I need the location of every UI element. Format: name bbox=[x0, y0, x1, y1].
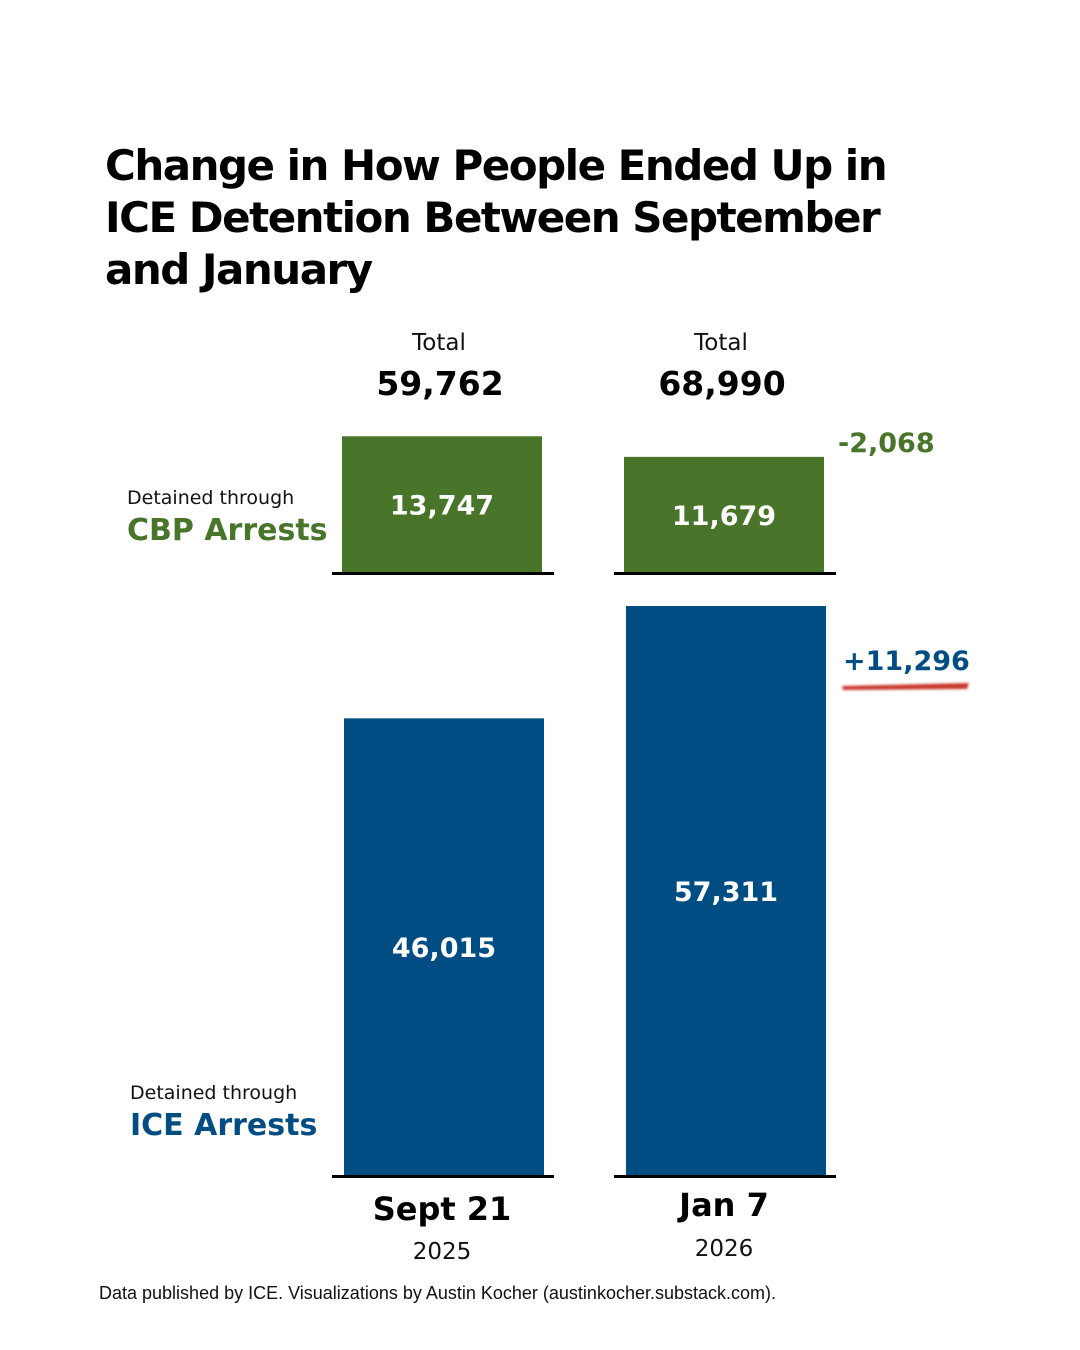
cbp-baseline-2 bbox=[614, 572, 836, 575]
ice-change-underline bbox=[842, 683, 969, 690]
source-note: Data published by ICE. Visualizations by… bbox=[99, 1283, 777, 1303]
ice-series-prefix: Detained through bbox=[130, 1082, 297, 1104]
title-line-1: Change in How People Ended Up in bbox=[105, 141, 888, 190]
ice-baseline-2 bbox=[614, 1175, 836, 1178]
ice-bar-label-1: 46,015 bbox=[392, 933, 496, 964]
total-label-1: Total bbox=[411, 330, 466, 356]
ice-bar-1 bbox=[344, 718, 544, 1176]
cbp-series-prefix: Detained through bbox=[127, 487, 294, 509]
ice-series-name: ICE Arrests bbox=[130, 1108, 317, 1143]
title-line-3: and January bbox=[105, 245, 373, 294]
cbp-bar-1 bbox=[342, 436, 542, 573]
cbp-series-name: CBP Arrests bbox=[127, 513, 328, 548]
ice-change-label: +11,296 bbox=[843, 646, 970, 677]
total-label-2: Total bbox=[693, 330, 748, 356]
cbp-bar-2 bbox=[624, 456, 824, 573]
category-label-1: Sept 21 bbox=[373, 1190, 512, 1228]
ice-bar-2 bbox=[626, 606, 826, 1176]
category-year-2: 2026 bbox=[695, 1236, 754, 1262]
total-value-1: 59,762 bbox=[376, 364, 503, 403]
ice-baseline-1 bbox=[332, 1175, 554, 1178]
category-year-1: 2025 bbox=[413, 1239, 472, 1265]
cbp-baseline-1 bbox=[332, 572, 554, 575]
cbp-change-label: -2,068 bbox=[838, 428, 935, 459]
title-line-2: ICE Detention Between September bbox=[105, 193, 881, 242]
cbp-bar-label-2: 11,679 bbox=[672, 501, 776, 532]
chart-title: Change in How People Ended Up in ICE Det… bbox=[105, 140, 1045, 296]
total-value-2: 68,990 bbox=[658, 364, 785, 403]
cbp-bar-label-1: 13,747 bbox=[390, 491, 494, 522]
ice-bar-label-2: 57,311 bbox=[674, 877, 778, 908]
category-label-2: Jan 7 bbox=[677, 1186, 769, 1224]
